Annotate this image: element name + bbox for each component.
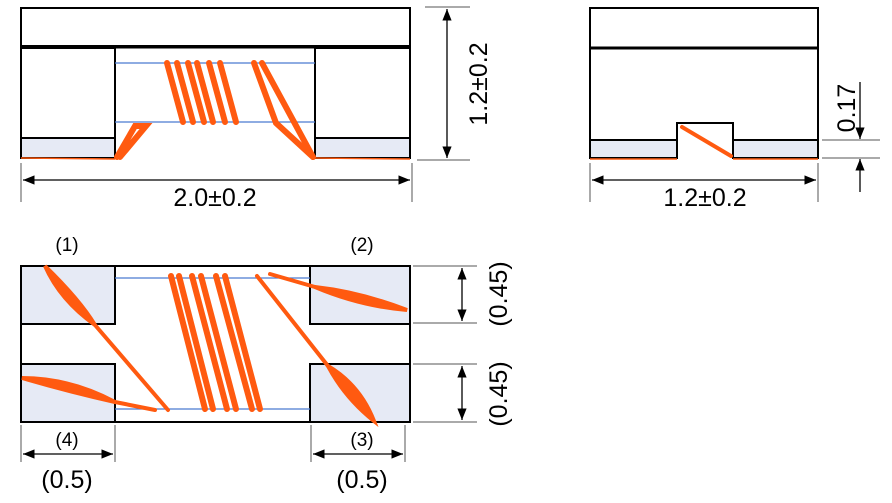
width-dimension: 1.2±0.2 — [663, 184, 746, 212]
terminal-3-label: (3) — [350, 430, 373, 451]
side-view: 1.2±0.2 2.0±0.2 — [20, 6, 493, 212]
length-dimension: 2.0±0.2 — [173, 184, 256, 212]
end-view: 0.17 1.2±0.2 — [589, 7, 880, 212]
top-cap — [20, 7, 411, 47]
end-top-cap — [589, 7, 819, 49]
coil-windings — [114, 60, 316, 160]
pad-height-bottom-dimension: (0.45) — [485, 361, 513, 426]
left-pad — [20, 137, 116, 159]
pad-width-right-dimension: (0.5) — [336, 466, 387, 494]
end-right-pad — [732, 139, 819, 159]
bottom-view: (1) (2) (3) (4) (0.5) (0.5) (0.45) (0.45… — [20, 235, 513, 494]
terminal-2-label: (2) — [350, 235, 373, 256]
bottom-coil-windings — [21, 264, 408, 428]
pad-width-left-dimension: (0.5) — [41, 466, 92, 494]
height-dimension: 1.2±0.2 — [465, 42, 493, 125]
pad-thickness-dimension: 0.17 — [833, 84, 861, 133]
terminal-4-label: (4) — [55, 430, 78, 451]
pad-height-top-dimension: (0.45) — [485, 261, 513, 326]
right-pad — [314, 137, 411, 159]
end-left-pad — [589, 139, 678, 159]
terminal-1-label: (1) — [55, 235, 78, 256]
bottom-outline — [20, 265, 411, 423]
